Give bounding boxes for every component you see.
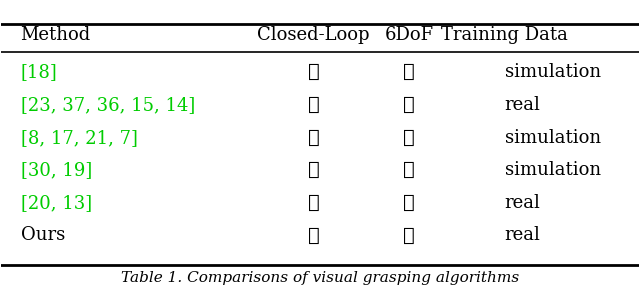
Text: simulation: simulation: [505, 161, 601, 179]
Text: Ours: Ours: [20, 226, 65, 245]
Text: ✗: ✗: [403, 63, 415, 81]
Text: 6DoF: 6DoF: [385, 26, 434, 44]
Text: [23, 37, 36, 15, 14]: [23, 37, 36, 15, 14]: [20, 96, 195, 114]
Text: real: real: [505, 96, 541, 114]
Text: ✗: ✗: [403, 161, 415, 179]
Text: Closed-Loop: Closed-Loop: [257, 26, 370, 44]
Text: ✓: ✓: [308, 161, 319, 179]
Text: ✓: ✓: [308, 226, 319, 245]
Text: ✓: ✓: [403, 129, 415, 147]
Text: ✗: ✗: [308, 63, 319, 81]
Text: real: real: [505, 226, 541, 245]
Text: [20, 13]: [20, 13]: [20, 194, 92, 212]
Text: Training Data: Training Data: [442, 26, 568, 44]
Text: ✗: ✗: [308, 96, 319, 114]
Text: ✗: ✗: [403, 96, 415, 114]
Text: Method: Method: [20, 26, 91, 44]
Text: ✗: ✗: [308, 129, 319, 147]
Text: ✓: ✓: [308, 194, 319, 212]
Text: ✓: ✓: [403, 226, 415, 245]
Text: simulation: simulation: [505, 129, 601, 147]
Text: Table 1. Comparisons of visual grasping algorithms: Table 1. Comparisons of visual grasping …: [121, 271, 519, 285]
Text: simulation: simulation: [505, 63, 601, 81]
Text: real: real: [505, 194, 541, 212]
Text: [8, 17, 21, 7]: [8, 17, 21, 7]: [20, 129, 138, 147]
Text: [18]: [18]: [20, 63, 57, 81]
Text: [30, 19]: [30, 19]: [20, 161, 92, 179]
Text: ✗: ✗: [403, 194, 415, 212]
